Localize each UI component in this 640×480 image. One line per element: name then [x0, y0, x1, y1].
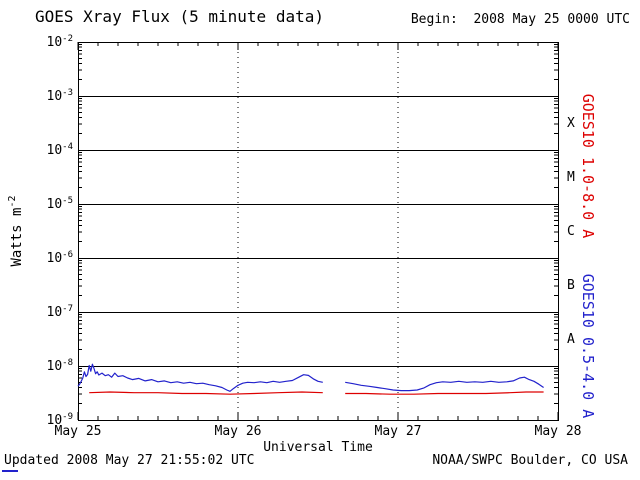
- y-tick-label: 10-9: [47, 412, 74, 428]
- y-tick-label: 10-4: [47, 142, 74, 158]
- updated-timestamp: Updated 2008 May 27 21:55:02 UTC: [4, 453, 255, 468]
- begin-timestamp: Begin: 2008 May 25 0000 UTC: [410, 12, 630, 27]
- y-tick-label: 10-7: [47, 304, 74, 320]
- y-tick-label: 10-8: [47, 358, 74, 374]
- flare-class-label: A: [567, 332, 575, 347]
- series-long-trace: [89, 391, 544, 395]
- x-axis-title: Universal Time: [263, 440, 373, 455]
- corner-dash: [2, 470, 18, 472]
- series-label-long: GOES10 1.0-8.0 A: [579, 93, 597, 239]
- y-axis-title-base: Watts m: [8, 207, 25, 267]
- y-tick-label: 10-2: [47, 34, 74, 50]
- y-tick-label: 10-5: [47, 196, 74, 212]
- y-axis-title: Watts m-2: [7, 195, 25, 266]
- chart-title: GOES Xray Flux (5 minute data): [35, 7, 324, 26]
- x-tick-label: May 27: [375, 424, 422, 439]
- y-axis-title-exponent: -2: [7, 195, 19, 208]
- flare-class-label: B: [567, 278, 575, 293]
- y-tick-label: 10-3: [47, 88, 74, 104]
- plot-frame: [78, 42, 559, 421]
- x-tick-label: May 26: [215, 424, 262, 439]
- series-short-trace: [77, 363, 544, 392]
- y-tick-label: 10-6: [47, 250, 74, 266]
- x-tick-label: May 28: [535, 424, 582, 439]
- attribution-text: NOAA/SWPC Boulder, CO USA: [432, 453, 628, 468]
- flare-class-label: C: [567, 224, 575, 239]
- x-tick-label: May 25: [55, 424, 102, 439]
- series-label-short: GOES10 0.5-4.0 A: [579, 273, 597, 419]
- flare-class-label: X: [567, 116, 575, 131]
- flare-class-label: M: [567, 170, 575, 185]
